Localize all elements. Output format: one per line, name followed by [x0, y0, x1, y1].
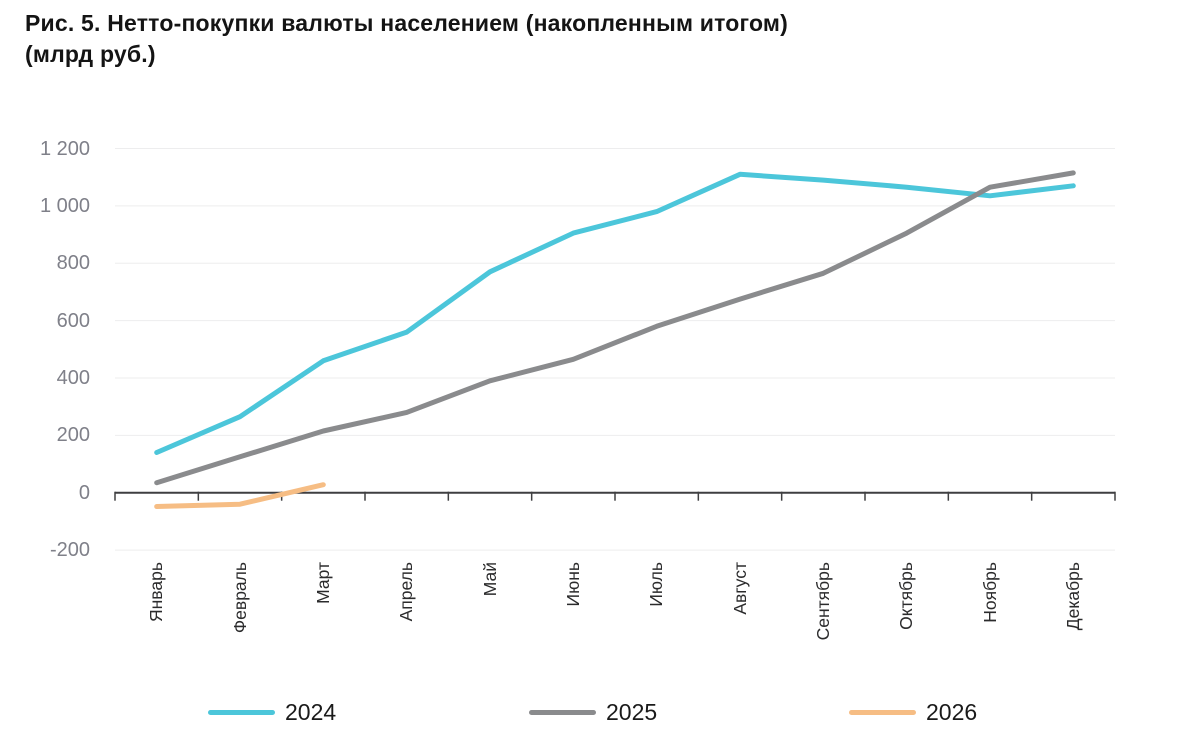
y-tick-label: 400 [56, 366, 90, 389]
legend-marker-icon [849, 709, 916, 715]
x-axis-label: Июнь [562, 562, 583, 607]
x-axis-label: Сентябрь [812, 562, 833, 641]
chart-title-line-1: Рис. 5. Нетто-покупки валюты населением … [25, 10, 788, 36]
x-axis-label: Декабрь [1062, 562, 1083, 631]
legend-label: 2024 [285, 699, 337, 725]
legend-item-2026: 2026 [849, 700, 977, 724]
legend-label: 2025 [606, 699, 658, 725]
x-axis-label: Май [479, 562, 500, 597]
legend-label: 2026 [926, 699, 978, 725]
legend-item-2024: 2024 [208, 700, 336, 724]
y-tick-label: 1 200 [39, 137, 90, 160]
series-line-2024 [154, 171, 1076, 455]
y-tick-label: 1 000 [39, 194, 90, 217]
x-axis-label: Август [729, 562, 750, 615]
legend-marker-icon [208, 709, 275, 715]
series-line-2026 [154, 482, 326, 509]
chart-title: Рис. 5. Нетто-покупки валюты населением … [25, 8, 788, 70]
y-tick-label: 600 [56, 309, 90, 332]
y-tick-label: -200 [49, 539, 90, 562]
x-axis-label: Ноябрь [979, 562, 1000, 623]
y-tick-label: 0 [78, 481, 90, 504]
x-axis-label: Июль [646, 562, 667, 607]
x-axis-label: Март [312, 562, 333, 604]
x-axis-label: Апрель [396, 562, 417, 622]
x-axis-label: Октябрь [896, 562, 917, 630]
y-tick-label: 200 [56, 424, 90, 447]
y-tick-label: 800 [56, 252, 90, 275]
x-axis-label: Февраль [229, 562, 250, 634]
legend-marker-icon [529, 709, 596, 715]
legend-item-2025: 2025 [529, 700, 657, 724]
series-line-2025 [154, 170, 1076, 486]
x-axis-label: Январь [146, 562, 167, 622]
chart-title-line-2: (млрд руб.) [25, 41, 156, 67]
